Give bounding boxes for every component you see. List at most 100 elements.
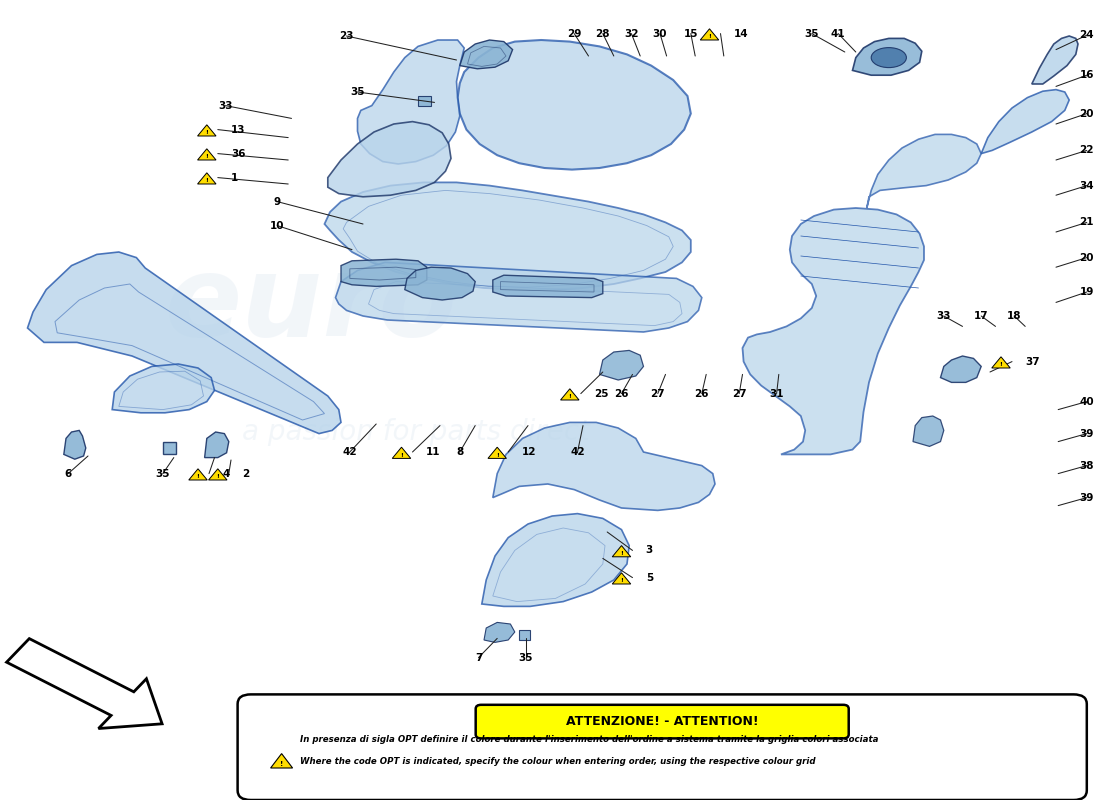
Text: 22: 22 <box>1079 146 1094 155</box>
Polygon shape <box>482 514 629 606</box>
Text: 36: 36 <box>231 149 245 158</box>
Polygon shape <box>405 267 475 300</box>
Text: 15: 15 <box>683 29 698 38</box>
Text: 16: 16 <box>1079 70 1094 80</box>
Text: 1: 1 <box>231 173 239 182</box>
Text: 6: 6 <box>65 469 72 478</box>
Text: !: ! <box>620 551 623 556</box>
Polygon shape <box>358 40 464 164</box>
Text: 39: 39 <box>1079 429 1094 438</box>
Polygon shape <box>519 630 530 640</box>
Polygon shape <box>981 90 1069 154</box>
Polygon shape <box>852 38 922 75</box>
Polygon shape <box>64 430 86 459</box>
Polygon shape <box>561 389 579 400</box>
Text: 41: 41 <box>830 29 846 38</box>
Text: !: ! <box>496 453 498 458</box>
Polygon shape <box>493 275 603 298</box>
Polygon shape <box>484 622 515 642</box>
Text: 11: 11 <box>426 447 440 457</box>
Text: 32: 32 <box>624 29 639 38</box>
Text: Where the code OPT is indicated, specify the colour when entering order, using t: Where the code OPT is indicated, specify… <box>300 757 816 766</box>
Text: 35: 35 <box>518 653 534 662</box>
Polygon shape <box>209 469 227 480</box>
Text: 25: 25 <box>594 389 608 398</box>
Text: 20: 20 <box>1079 253 1094 262</box>
Text: 29: 29 <box>566 29 582 38</box>
Text: 37: 37 <box>1025 357 1040 366</box>
Text: 7: 7 <box>475 653 482 662</box>
Text: 20: 20 <box>1079 109 1094 118</box>
Text: !: ! <box>217 474 219 479</box>
Polygon shape <box>701 29 718 40</box>
Text: 19: 19 <box>1079 287 1094 297</box>
Polygon shape <box>613 546 630 557</box>
Text: 12: 12 <box>521 447 536 457</box>
Text: 26: 26 <box>694 389 710 398</box>
Text: 14: 14 <box>734 29 748 38</box>
Text: 27: 27 <box>732 389 747 398</box>
Polygon shape <box>198 125 216 136</box>
Text: !: ! <box>1000 362 1002 367</box>
Text: !: ! <box>197 474 199 479</box>
Text: 10: 10 <box>270 221 285 230</box>
Polygon shape <box>324 182 691 290</box>
Polygon shape <box>742 208 924 454</box>
Text: euro: euro <box>165 249 458 360</box>
Polygon shape <box>1032 36 1078 84</box>
Polygon shape <box>940 356 981 382</box>
Text: 42: 42 <box>570 447 585 457</box>
Polygon shape <box>28 252 341 434</box>
Ellipse shape <box>871 47 906 67</box>
Text: 35: 35 <box>350 87 365 97</box>
Text: 35: 35 <box>155 469 170 478</box>
Polygon shape <box>458 40 691 170</box>
Text: 5: 5 <box>646 573 653 582</box>
Polygon shape <box>867 134 981 208</box>
Text: !: ! <box>708 34 711 39</box>
Polygon shape <box>613 573 630 584</box>
Text: 38: 38 <box>1079 461 1094 470</box>
Text: !: ! <box>206 154 208 159</box>
FancyBboxPatch shape <box>475 705 849 738</box>
Text: 26: 26 <box>614 389 629 398</box>
Text: 27: 27 <box>650 389 666 398</box>
Text: 35: 35 <box>804 29 820 38</box>
Polygon shape <box>493 422 715 510</box>
Text: 31: 31 <box>769 389 784 398</box>
Text: !: ! <box>620 578 623 583</box>
Polygon shape <box>393 447 410 458</box>
Text: 34: 34 <box>1079 181 1094 190</box>
Polygon shape <box>913 416 944 446</box>
Text: !: ! <box>569 394 571 399</box>
Polygon shape <box>205 432 229 458</box>
Polygon shape <box>198 173 216 184</box>
Text: 2: 2 <box>242 469 250 478</box>
Text: !: ! <box>206 178 208 183</box>
Text: 40: 40 <box>1079 397 1094 406</box>
Text: !: ! <box>206 130 208 135</box>
Polygon shape <box>189 469 207 480</box>
Text: 21: 21 <box>1079 218 1094 227</box>
Polygon shape <box>271 754 293 768</box>
Polygon shape <box>112 364 214 413</box>
Text: 17: 17 <box>974 311 989 321</box>
Text: 18: 18 <box>1006 311 1022 321</box>
Polygon shape <box>600 350 643 380</box>
Text: 9: 9 <box>274 197 280 206</box>
Text: !: ! <box>400 453 403 458</box>
Polygon shape <box>992 357 1010 368</box>
Polygon shape <box>7 638 162 729</box>
Polygon shape <box>163 442 176 454</box>
Polygon shape <box>341 259 427 286</box>
Text: 23: 23 <box>339 31 354 41</box>
FancyBboxPatch shape <box>238 694 1087 800</box>
Text: In presenza di sigla OPT definire il colore durante l'inserimento dell'ordine a : In presenza di sigla OPT definire il col… <box>300 734 879 744</box>
Text: 39: 39 <box>1079 493 1094 502</box>
Polygon shape <box>198 149 216 160</box>
Polygon shape <box>488 447 506 458</box>
Text: 3: 3 <box>646 546 653 555</box>
Text: 42: 42 <box>342 447 358 457</box>
Polygon shape <box>460 40 513 69</box>
Text: 33: 33 <box>218 101 233 110</box>
